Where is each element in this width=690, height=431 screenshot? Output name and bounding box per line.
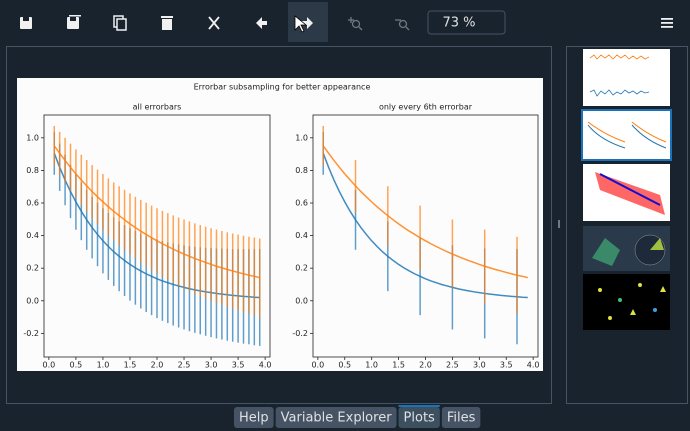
toolbar-icons: 73 % xyxy=(20,2,673,42)
axes-frame xyxy=(43,114,271,358)
figure-canvas xyxy=(17,78,543,371)
remove-all-button[interactable] xyxy=(208,16,220,30)
tab-bar: Help Variable Explorer Plots Files xyxy=(234,405,481,428)
axes-frame xyxy=(312,114,539,358)
save-all-button[interactable] xyxy=(67,15,81,29)
y-tick-label: 0.6 xyxy=(26,199,39,208)
tab-label: Variable Explorer xyxy=(281,411,393,426)
subplot: only every 6th errorbar 0.0 0.5 1.0 1.5 2.0 2.… xyxy=(292,103,539,370)
tab-background xyxy=(234,407,274,428)
figure-title: Errorbar subsampling for better appearan… xyxy=(194,83,371,92)
x-tick-label: 3.5 xyxy=(500,361,513,370)
zoom-box[interactable] xyxy=(427,10,506,35)
series-line xyxy=(322,153,528,299)
x-tick-label: 0.0 xyxy=(42,361,55,370)
x-tick-label: 4.0 xyxy=(527,361,540,370)
thumbnail[interactable] xyxy=(583,49,670,106)
y-tick-label: -0.2 xyxy=(292,329,308,338)
x-tick-label: 1.5 xyxy=(124,361,137,370)
x-tick-label: 3.0 xyxy=(473,361,486,370)
x-tick-label: 3.5 xyxy=(232,361,245,370)
x-tick-label: 2.0 xyxy=(419,361,432,370)
x-tick-label: 0.0 xyxy=(311,361,324,370)
x-tick-label: 1.0 xyxy=(97,361,110,370)
save-button[interactable] xyxy=(20,17,32,29)
thumbnail[interactable] xyxy=(583,274,670,330)
y-tick-label: 0.0 xyxy=(26,296,39,305)
toolbar xyxy=(0,0,690,44)
y-tick-label: 0.4 xyxy=(295,231,308,240)
thumbnail[interactable] xyxy=(583,164,670,221)
x-tick-label: 3.0 xyxy=(205,361,218,370)
remove-button[interactable] xyxy=(161,16,173,30)
previous-button[interactable] xyxy=(256,17,267,29)
tab-label: Help xyxy=(239,411,269,426)
tab-indicator xyxy=(398,405,440,407)
tab-background xyxy=(398,407,440,428)
tab-background xyxy=(275,407,397,428)
y-tick-label: 0.0 xyxy=(295,296,308,305)
tab-label: Files xyxy=(447,411,476,426)
options-menu[interactable] xyxy=(661,18,673,28)
x-tick-label: 2.0 xyxy=(151,361,164,370)
subplot-title: all errorbars xyxy=(133,103,182,112)
y-tick-label: 0.2 xyxy=(295,264,308,273)
tab[interactable]: Variable Explorer xyxy=(275,407,397,428)
splitter-handle xyxy=(558,220,560,228)
copy-button[interactable] xyxy=(113,15,127,31)
subplot: all errorbars 0.0 0.5 1.0 1.5 2.0 2.5 3.0 3.5 4.0… xyxy=(23,103,271,370)
y-tick-label: 0.8 xyxy=(295,166,308,175)
x-tick-label: 0.5 xyxy=(70,361,83,370)
y-tick-label: 1.0 xyxy=(295,133,308,142)
tab-label: Plots xyxy=(404,411,436,426)
y-tick-label: 0.2 xyxy=(26,264,39,273)
zoom-out-button[interactable] xyxy=(395,19,410,31)
zoom-level: 73 % xyxy=(442,16,475,31)
series-line xyxy=(322,145,528,279)
x-tick-label: 1.5 xyxy=(392,361,405,370)
y-tick-label: -0.2 xyxy=(23,329,39,338)
y-tick-label: 1.0 xyxy=(26,133,39,142)
y-tick-label: 0.4 xyxy=(26,231,39,240)
x-tick-label: 1.0 xyxy=(365,361,378,370)
figure: Errorbar subsampling for better appearan… xyxy=(23,83,539,370)
x-tick-label: 2.5 xyxy=(446,361,459,370)
thumbnails xyxy=(581,49,672,330)
thumbnail[interactable] xyxy=(583,226,670,271)
tab[interactable]: Help xyxy=(234,407,274,428)
y-tick-label: 0.8 xyxy=(26,166,39,175)
x-tick-label: 2.5 xyxy=(178,361,191,370)
x-tick-label: 4.0 xyxy=(259,361,272,370)
y-tick-label: 0.6 xyxy=(295,199,308,208)
x-tick-label: 0.5 xyxy=(338,361,351,370)
series-line xyxy=(53,145,260,279)
zoom-in-button[interactable] xyxy=(348,17,363,31)
subplot-title: only every 6th errorbar xyxy=(379,103,473,112)
thumbnail-selected[interactable] xyxy=(581,109,672,161)
series-line xyxy=(53,153,260,299)
tab[interactable]: Plots xyxy=(398,405,440,428)
tab-background xyxy=(441,407,481,428)
tab[interactable]: Files xyxy=(441,407,481,428)
next-button[interactable] xyxy=(294,15,313,33)
